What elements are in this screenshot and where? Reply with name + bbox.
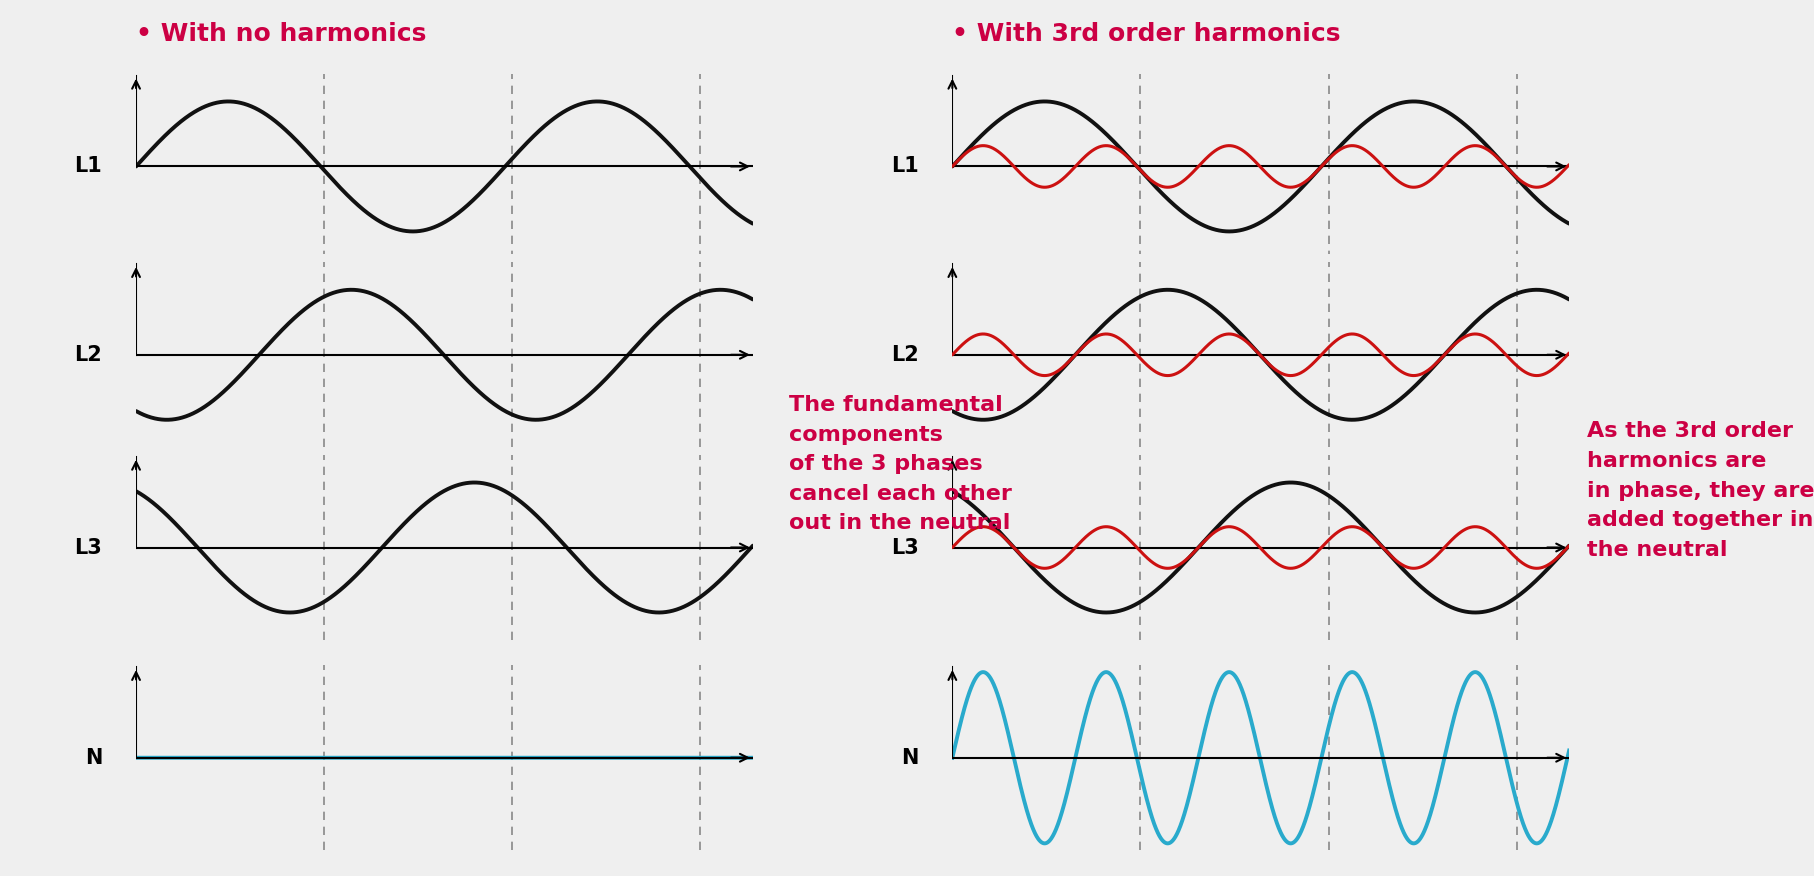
Text: L2: L2 <box>74 345 102 364</box>
Text: L2: L2 <box>891 345 918 364</box>
Text: N: N <box>902 748 918 767</box>
Text: N: N <box>85 748 102 767</box>
Text: L3: L3 <box>74 538 102 557</box>
Text: L3: L3 <box>891 538 918 557</box>
Text: The fundamental
components
of the 3 phases
cancel each other
out in the neutral: The fundamental components of the 3 phas… <box>789 395 1012 533</box>
Text: As the 3rd order
harmonics are
in phase, they are
added together in
the neutral: As the 3rd order harmonics are in phase,… <box>1587 421 1814 560</box>
Text: L1: L1 <box>891 157 918 176</box>
Text: L1: L1 <box>74 157 102 176</box>
Text: • With 3rd order harmonics: • With 3rd order harmonics <box>952 22 1341 46</box>
Text: • With no harmonics: • With no harmonics <box>136 22 426 46</box>
